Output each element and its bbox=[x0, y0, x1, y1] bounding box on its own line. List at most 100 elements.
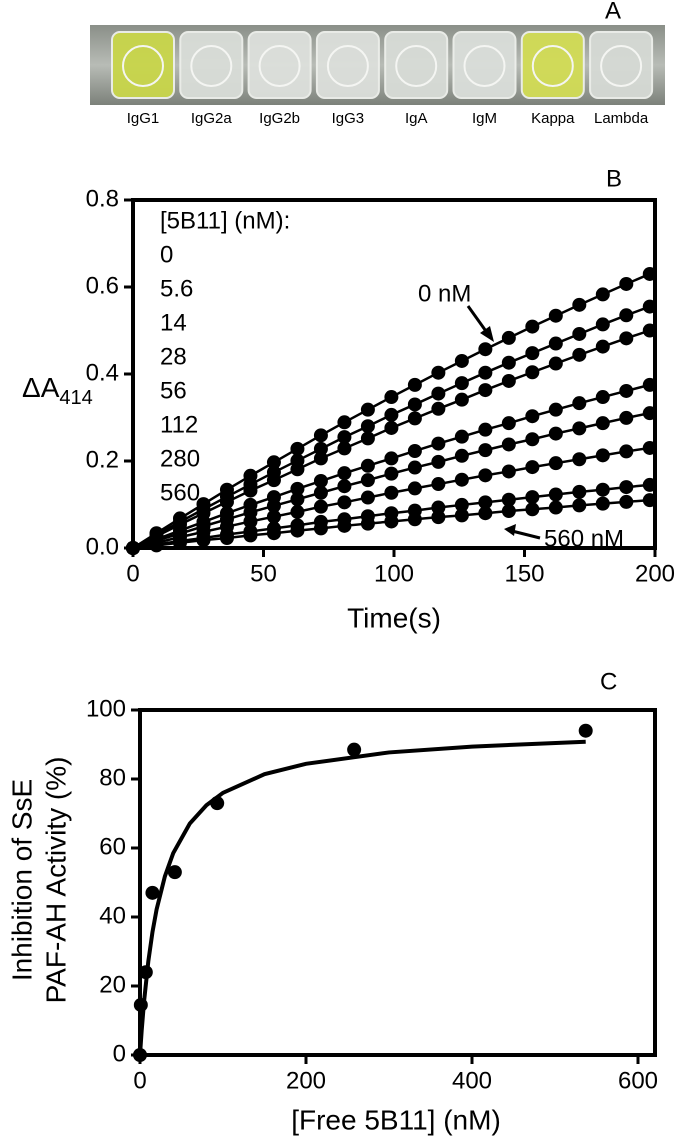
data-point bbox=[407, 481, 422, 496]
data-point bbox=[525, 409, 540, 424]
well-label: IgM bbox=[472, 110, 497, 127]
legend-label: 14 bbox=[160, 309, 187, 336]
data-point bbox=[290, 481, 305, 496]
legend-label: 280 bbox=[160, 445, 200, 472]
data-point bbox=[337, 495, 352, 510]
data-point bbox=[619, 494, 634, 509]
data-point bbox=[595, 482, 610, 497]
well-rim bbox=[531, 45, 574, 87]
data-point bbox=[431, 477, 446, 492]
legend-label: 112 bbox=[160, 411, 198, 438]
data-point bbox=[266, 526, 281, 541]
data-point bbox=[313, 428, 328, 443]
well-label: IgA bbox=[405, 110, 428, 127]
well-label: Lambda bbox=[594, 110, 649, 127]
data-point bbox=[572, 452, 587, 467]
data-point bbox=[478, 383, 493, 398]
legend-label: 0 bbox=[160, 241, 173, 268]
data-point bbox=[478, 468, 493, 483]
data-point bbox=[337, 479, 352, 494]
data-point bbox=[454, 472, 469, 487]
y-tick-label: 40 bbox=[99, 902, 126, 929]
data-point bbox=[619, 480, 634, 495]
data-point bbox=[619, 276, 634, 291]
well bbox=[315, 31, 380, 99]
y-tick-label: 80 bbox=[99, 764, 126, 791]
well bbox=[384, 31, 449, 99]
data-point bbox=[454, 429, 469, 444]
data-point bbox=[266, 509, 281, 524]
data-point bbox=[360, 419, 375, 434]
x-tick-label: 0 bbox=[133, 1067, 146, 1094]
data-point bbox=[478, 342, 493, 357]
y-tick-label: 0.4 bbox=[86, 359, 119, 386]
data-point bbox=[454, 376, 469, 391]
x-tick-label: 400 bbox=[452, 1067, 492, 1094]
x-tick-label: 200 bbox=[635, 560, 675, 587]
data-point bbox=[548, 456, 563, 471]
data-point bbox=[313, 474, 328, 489]
legend-title: [5B11] (nM): bbox=[160, 207, 290, 234]
x-axis-label: Time(s) bbox=[347, 602, 441, 633]
data-point bbox=[337, 518, 352, 533]
data-point bbox=[145, 885, 160, 900]
arrow-head bbox=[480, 326, 494, 342]
data-point bbox=[619, 331, 634, 346]
data-point bbox=[219, 494, 234, 509]
data-point bbox=[572, 396, 587, 411]
arrow-head bbox=[504, 524, 516, 536]
x-tick-label: 600 bbox=[618, 1067, 658, 1094]
legend-label: 5.6 bbox=[160, 275, 193, 302]
y-tick-label: 0.6 bbox=[86, 272, 119, 299]
data-point bbox=[525, 490, 540, 505]
data-point bbox=[619, 383, 634, 398]
data-point bbox=[548, 487, 563, 502]
data-point bbox=[572, 347, 587, 362]
data-point bbox=[219, 530, 234, 545]
data-point bbox=[619, 308, 634, 323]
data-point bbox=[360, 473, 375, 488]
data-point bbox=[290, 504, 305, 519]
data-point bbox=[360, 458, 375, 473]
y-tick-label: 60 bbox=[99, 833, 126, 860]
data-point bbox=[243, 514, 258, 529]
plot bbox=[124, 198, 657, 557]
panel-letter: B bbox=[606, 165, 622, 192]
y-tick-label: 100 bbox=[86, 695, 126, 722]
data-point bbox=[548, 336, 563, 351]
data-point bbox=[133, 997, 148, 1012]
data-point bbox=[525, 365, 540, 380]
data-point bbox=[454, 508, 469, 523]
legend-label: 28 bbox=[160, 343, 187, 370]
data-point bbox=[595, 287, 610, 302]
data-point bbox=[619, 444, 634, 459]
data-point bbox=[548, 426, 563, 441]
x-axis-label: [Free 5B11] (nM) bbox=[291, 1104, 501, 1135]
data-point bbox=[525, 502, 540, 517]
well-label: IgG2b bbox=[259, 110, 300, 127]
data-point bbox=[478, 365, 493, 380]
data-point bbox=[243, 528, 258, 543]
data-point bbox=[290, 441, 305, 456]
data-point bbox=[360, 490, 375, 505]
data-point bbox=[407, 512, 422, 527]
well-rim bbox=[190, 45, 233, 87]
well-rim bbox=[258, 45, 301, 87]
data-point bbox=[172, 535, 187, 550]
x-tick-label: 50 bbox=[250, 560, 277, 587]
data-point bbox=[313, 521, 328, 536]
frame bbox=[138, 708, 657, 1057]
well-label: IgG3 bbox=[332, 110, 365, 127]
data-point bbox=[525, 346, 540, 361]
panel-letter: C bbox=[600, 668, 617, 695]
y-label-main: ΔA bbox=[22, 372, 60, 403]
data-point bbox=[290, 462, 305, 477]
data-point bbox=[126, 541, 140, 555]
data-point bbox=[337, 415, 352, 430]
well-rim bbox=[600, 45, 643, 87]
y-tick-label: 0.2 bbox=[86, 446, 119, 473]
data-point bbox=[313, 485, 328, 500]
data-point bbox=[478, 422, 493, 437]
data-point bbox=[384, 466, 399, 481]
